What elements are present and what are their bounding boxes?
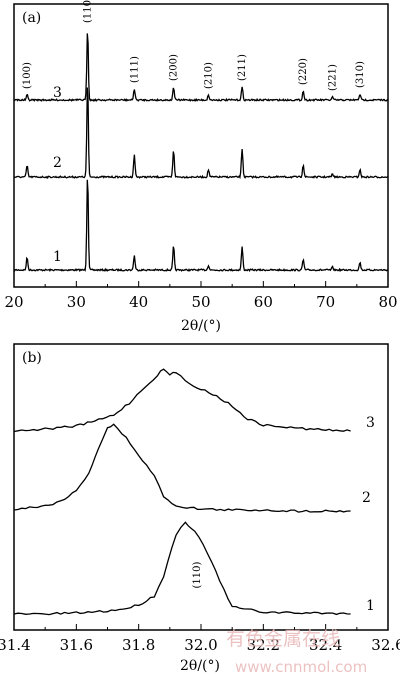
- x-tick-label: 50: [191, 293, 210, 311]
- panel-a-curves: [13, 33, 389, 273]
- panel-b-xlabel: 2θ/(°): [180, 658, 220, 674]
- peak-profile-3: [13, 368, 351, 433]
- panel-b-label: (b): [22, 350, 42, 366]
- peak-label: (211): [237, 54, 248, 81]
- x-tick-label: 32.0: [184, 636, 217, 654]
- panel-a-label: (a): [22, 10, 41, 26]
- peak-label: (310): [355, 61, 366, 88]
- series-label-1: 1: [53, 249, 62, 265]
- series-label-3: 3: [366, 415, 375, 431]
- panel-b-peak-annotation: (110): [192, 561, 203, 588]
- panel-a-frame: [13, 3, 389, 288]
- peak-label: (200): [169, 54, 180, 81]
- peak-label: (100): [22, 62, 33, 89]
- x-tick-label: 32.2: [247, 636, 280, 654]
- x-tick-label: 31.6: [60, 636, 93, 654]
- panel-b-ticks: 31.4 31.6 31.8 32.0 32.2 32.4 32.6: [0, 624, 400, 654]
- peak-label: (110): [83, 0, 94, 23]
- panel-a: (a) 20 30 40 50 60 70 80 (100)(110)(111) (200)(…: [4, 0, 397, 334]
- x-tick-label: 30: [67, 293, 86, 311]
- xrd-pattern-2: [13, 87, 389, 180]
- panel-a-series-labels: 1 2 3: [53, 85, 62, 265]
- panel-b: (b) 31.4 31.6 31.8 32.0 32.2 32.4 32.6 1 2 3 (11…: [0, 343, 400, 674]
- panel-b-series-labels: 1 2 3: [362, 415, 375, 614]
- xrd-pattern-3: [13, 33, 389, 103]
- x-tick-label: 60: [254, 293, 273, 311]
- panel-a-ticks: 20 30 40 50 60 70 80: [4, 281, 398, 311]
- x-tick-label: 20: [4, 293, 23, 311]
- series-label-2: 2: [53, 155, 62, 171]
- peak-profile-2: [13, 423, 351, 513]
- x-tick-label: 31.4: [0, 636, 31, 654]
- x-tick-label: 80: [378, 293, 397, 311]
- panel-a-peak-labels: (100) (110) (111) (200) (210) (211) (220) (221)…: [22, 0, 366, 91]
- peak-profile-1: [13, 521, 351, 616]
- peak-label: (210): [203, 62, 214, 89]
- watermark-chinese: 有色金属在线: [226, 628, 340, 650]
- x-tick-label: 40: [129, 293, 148, 311]
- peak-label: (111): [129, 56, 140, 83]
- xrd-pattern-1: [13, 179, 389, 273]
- watermark-url: www.cnnmol.com: [235, 658, 367, 676]
- x-tick-label: 70: [316, 293, 335, 311]
- x-tick-label: 32.6: [371, 636, 400, 654]
- panel-b-curves: [13, 368, 351, 616]
- watermark: 有色金属在线 www.cnnmol.com: [226, 628, 367, 676]
- panel-a-xlabel: 2θ/(°): [181, 318, 221, 334]
- x-tick-label: 31.8: [122, 636, 155, 654]
- peak-label: (221): [328, 64, 339, 91]
- series-label-3: 3: [53, 85, 62, 101]
- series-label-2: 2: [362, 490, 371, 506]
- x-tick-label: 32.4: [309, 636, 342, 654]
- series-label-1: 1: [366, 598, 375, 614]
- peak-label: (220): [298, 58, 309, 85]
